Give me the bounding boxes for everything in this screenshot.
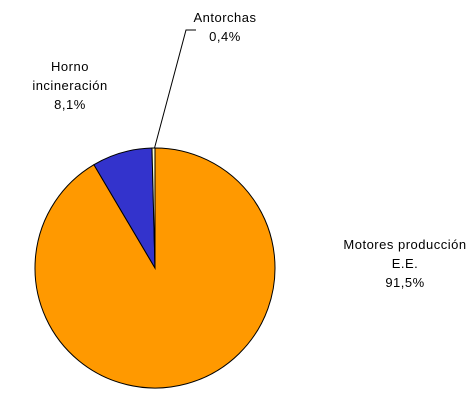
value-label: 91,5% — [385, 275, 425, 290]
pie-slice — [151, 147, 156, 269]
category-label: Horno incineración — [32, 59, 108, 93]
slice-label: Horno incineración 8,1% — [5, 57, 135, 114]
value-label: 8,1% — [54, 97, 86, 112]
slice-label: Antorchas 0,4% — [160, 8, 290, 46]
leader-line — [153, 29, 196, 151]
value-label: 0,4% — [209, 29, 241, 44]
category-label: Motores producción E.E. — [343, 237, 467, 271]
slice-label: Motores producción E.E. 91,5% — [330, 235, 476, 292]
category-label: Antorchas — [193, 10, 257, 25]
